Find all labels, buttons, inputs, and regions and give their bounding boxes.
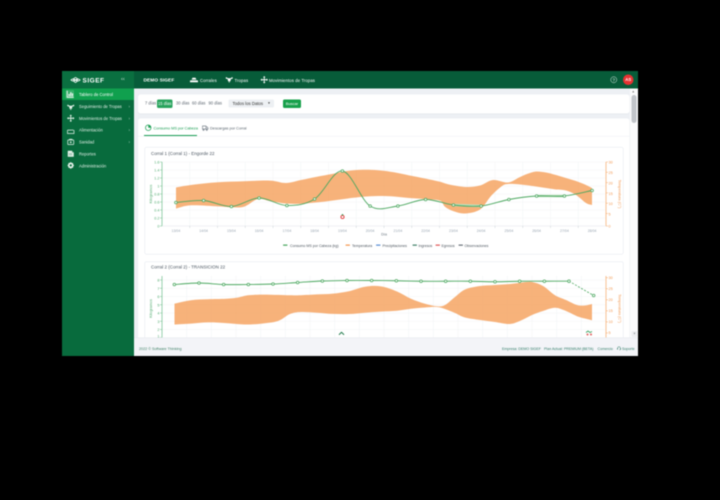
svg-text:2: 2 — [157, 328, 159, 332]
svg-text:26/04: 26/04 — [532, 229, 541, 233]
svg-text:4: 4 — [157, 312, 159, 316]
svg-text:21/04: 21/04 — [394, 229, 403, 233]
svg-text:13/04: 13/04 — [172, 229, 181, 233]
svg-text:Consumo MS por Cabeza (kg): Consumo MS por Cabeza (kg) — [290, 244, 339, 248]
svg-text:10: 10 — [609, 202, 613, 206]
svg-text:0: 0 — [609, 225, 611, 229]
svg-text:24/04: 24/04 — [477, 229, 486, 233]
svg-text:Observaciones: Observaciones — [465, 244, 489, 248]
svg-text:23/04: 23/04 — [449, 229, 458, 233]
svg-text:1.6: 1.6 — [154, 161, 159, 165]
svg-text:5: 5 — [609, 331, 611, 335]
svg-text:0.6: 0.6 — [154, 201, 159, 205]
svg-text:15: 15 — [609, 309, 613, 313]
svg-text:30: 30 — [609, 161, 613, 165]
svg-text:6: 6 — [157, 295, 159, 299]
svg-text:25/04: 25/04 — [505, 229, 514, 233]
svg-text:1.4: 1.4 — [154, 169, 159, 173]
svg-text:0.2: 0.2 — [154, 217, 159, 221]
svg-text:22/04: 22/04 — [421, 229, 430, 233]
svg-text:27/04: 27/04 — [560, 229, 569, 233]
svg-text:0: 0 — [157, 225, 159, 229]
svg-text:25: 25 — [609, 287, 613, 291]
svg-text:15: 15 — [609, 192, 613, 196]
svg-text:Temperatura (C°): Temperatura (C°) — [618, 180, 622, 210]
svg-text:20: 20 — [609, 182, 613, 186]
svg-text:18/04: 18/04 — [310, 229, 319, 233]
svg-text:Corral 1 (Corral 1) - Engorde: Corral 1 (Corral 1) - Engorde 22 — [151, 151, 215, 156]
svg-text:0.8: 0.8 — [154, 193, 159, 197]
svg-text:Corral 2 (Corral 2) - TRANSICI: Corral 2 (Corral 2) - TRANSICION 22 — [151, 265, 226, 270]
svg-text:3: 3 — [157, 320, 159, 324]
svg-text:1.2: 1.2 — [154, 177, 159, 181]
svg-text:19/04: 19/04 — [338, 229, 347, 233]
svg-text:Día: Día — [381, 233, 388, 237]
svg-text:16/04: 16/04 — [255, 229, 264, 233]
svg-text:17/04: 17/04 — [283, 229, 292, 233]
svg-text:28/04: 28/04 — [588, 229, 597, 233]
svg-text:25: 25 — [609, 171, 613, 175]
svg-text:Precipitaciones: Precipitaciones — [383, 244, 408, 248]
svg-text:8: 8 — [157, 279, 159, 283]
svg-text:5: 5 — [157, 303, 159, 307]
svg-text:20/04: 20/04 — [366, 229, 375, 233]
svg-text:0.4: 0.4 — [154, 209, 159, 213]
svg-text:Ingresos: Ingresos — [419, 244, 433, 248]
svg-text:10: 10 — [609, 320, 613, 324]
svg-text:1: 1 — [157, 185, 159, 189]
svg-text:5: 5 — [609, 213, 611, 217]
svg-text:30: 30 — [609, 276, 613, 280]
svg-text:15/04: 15/04 — [227, 229, 236, 233]
svg-text:Temperatura (C°): Temperatura (C°) — [618, 294, 622, 324]
svg-text:7: 7 — [157, 287, 159, 291]
svg-text:1: 1 — [157, 335, 159, 339]
svg-text:14/04: 14/04 — [199, 229, 208, 233]
svg-text:Egresos: Egresos — [442, 244, 455, 248]
svg-text:20: 20 — [609, 298, 613, 302]
svg-text:Temperatura: Temperatura — [352, 244, 372, 248]
svg-text:Kilogramos: Kilogramos — [149, 185, 153, 204]
svg-text:Kilogramos: Kilogramos — [149, 299, 153, 318]
